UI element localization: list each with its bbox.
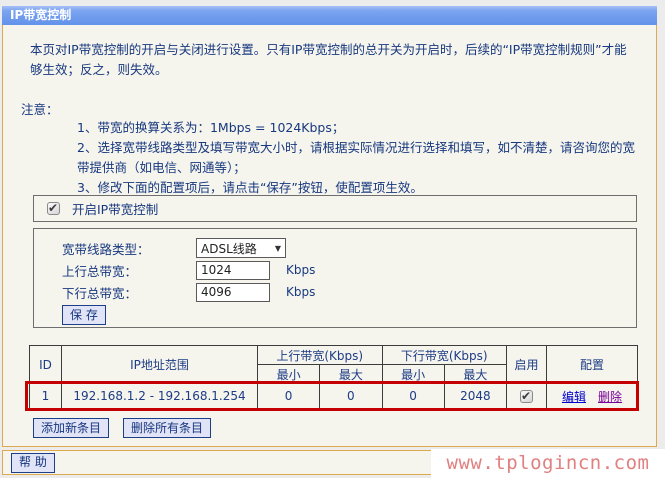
downstream-bandwidth-input[interactable] xyxy=(196,282,270,302)
row-down-max-cell: 2048 xyxy=(443,383,508,409)
upstream-bandwidth-label: 上行总带宽： xyxy=(62,263,138,279)
row-up-max-cell: 0 xyxy=(319,383,383,409)
edit-link[interactable]: 编辑 xyxy=(561,389,586,404)
table-actions: 添加新条目 删除所有条目 xyxy=(33,418,212,438)
rules-table: ID IP地址范围 上行带宽(Kbps) 下行带宽(Kbps) 启用 配置 最小… xyxy=(29,345,638,409)
note-item: 2、选择宽带线路类型及填写带宽大小时，请根据实际情况进行选择和填写，如不清楚，请… xyxy=(77,140,635,175)
line-type-selected-value: ADSL线路 xyxy=(201,241,257,256)
rules-table-container: ID IP地址范围 上行带宽(Kbps) 下行带宽(Kbps) 启用 配置 最小… xyxy=(25,345,641,411)
note-item: 1、带宽的换算关系为：1Mbps = 1024Kbps； xyxy=(77,120,345,135)
col-downstream-group: 下行带宽(Kbps) xyxy=(381,345,507,365)
col-id: ID xyxy=(29,345,62,384)
page-title: IP带宽控制 xyxy=(10,8,72,22)
row-enable-cell xyxy=(506,383,547,409)
rule-enabled-checkbox[interactable] xyxy=(520,389,533,403)
col-up-min: 最小 xyxy=(256,364,321,384)
table-row: 1 192.168.1.2 - 192.168.1.254 0 0 0 2048… xyxy=(29,383,638,409)
kbps-unit: Kbps xyxy=(286,285,316,299)
intro-text: 本页对IP带宽控制的开启与关闭进行设置。只有IP带宽控制的总开关为开启时，后续的… xyxy=(30,42,627,77)
row-ip-range-cell: 192.168.1.2 - 192.168.1.254 xyxy=(61,383,258,409)
notes-heading: 注意： xyxy=(21,102,59,117)
line-type-select[interactable]: ADSL线路 ▼ xyxy=(196,238,286,258)
enable-bandwidth-checkbox[interactable] xyxy=(47,201,60,215)
col-down-min: 最小 xyxy=(381,364,445,384)
col-up-max: 最大 xyxy=(319,364,383,384)
enable-bandwidth-label: 开启IP带宽控制 xyxy=(72,202,159,217)
row-up-min-cell: 0 xyxy=(256,383,321,409)
add-entry-button[interactable]: 添加新条目 xyxy=(33,418,110,438)
col-upstream-group: 上行带宽(Kbps) xyxy=(257,345,383,365)
window-title-bar: IP带宽控制 xyxy=(2,6,657,25)
save-button[interactable]: 保 存 xyxy=(62,305,106,325)
col-enable: 启用 xyxy=(506,345,547,384)
kbps-unit: Kbps xyxy=(286,263,316,277)
content-panel: 本页对IP带宽控制的开启与关闭进行设置。只有IP带宽控制的总开关为开启时，后续的… xyxy=(2,25,657,447)
watermark-text: www.tplogincn.com xyxy=(431,449,665,478)
help-button[interactable]: 帮 助 xyxy=(11,452,55,473)
line-type-label: 宽带线路类型： xyxy=(62,241,150,257)
col-down-max: 最大 xyxy=(443,364,508,384)
note-item: 3、修改下面的配置项后，请点击“保存”按钮，使配置项生效。 xyxy=(77,180,423,195)
bandwidth-settings-section: 宽带线路类型： ADSL线路 ▼ 上行总带宽： Kbps 下行总带宽： Kbps… xyxy=(33,228,637,328)
downstream-bandwidth-label: 下行总带宽： xyxy=(62,285,138,301)
enable-section: 开启IP带宽控制 xyxy=(33,195,637,222)
delete-link[interactable]: 删除 xyxy=(598,389,623,404)
row-config-cell: 编辑 删除 xyxy=(546,383,638,409)
delete-all-button[interactable]: 删除所有条目 xyxy=(123,418,212,438)
upstream-bandwidth-input[interactable] xyxy=(196,260,270,280)
row-down-min-cell: 0 xyxy=(381,383,445,409)
chevron-down-icon: ▼ xyxy=(274,243,281,253)
row-id-cell: 1 xyxy=(29,383,62,409)
col-config: 配置 xyxy=(546,345,638,384)
col-ip-range: IP地址范围 xyxy=(61,345,258,384)
